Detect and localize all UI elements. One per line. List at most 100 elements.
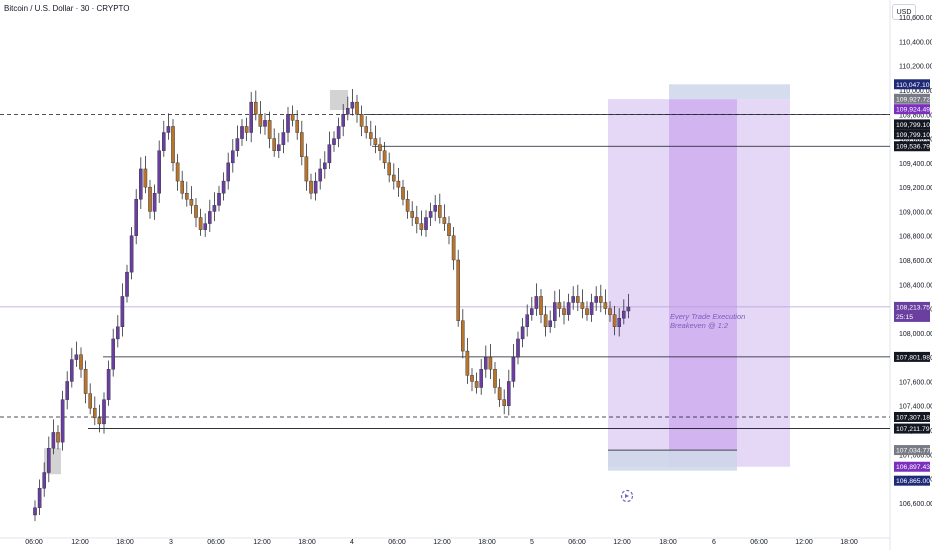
candle-body [51,432,56,449]
highlight-box-top [330,90,348,110]
candle-body [171,126,175,164]
x-tick-label: 12:00 [613,539,631,546]
candle-body [217,193,221,206]
candle-body [576,296,580,303]
y-tick-label: 110,600.00 [899,15,932,22]
candle-body [378,144,382,151]
x-tick-label: 18:00 [298,539,316,546]
candle-body [332,138,336,145]
candle-body [180,180,185,194]
candle-body [33,507,37,516]
candle-body [60,399,65,443]
candle-body [42,472,46,489]
candle-body [125,271,129,297]
candle-body [507,381,511,406]
candle-body [313,180,318,194]
candle-body [230,150,235,164]
price-label-box [894,79,930,90]
candle-body [488,356,493,370]
price-label-box [894,119,930,130]
price-label-countdown: 25:15 [896,314,913,321]
y-tick-label: 108,800.00 [899,234,932,241]
candle-body [599,296,603,303]
candle-body [148,186,152,212]
candle-body [235,138,240,151]
candle-body [286,114,290,133]
candle-body [157,150,162,194]
x-tick-label: 18:00 [116,539,134,546]
price-label: 106,865.00 [896,478,930,485]
candle-body [571,296,575,303]
candle-body [249,101,254,133]
candle-body [281,132,286,145]
price-label-box [894,411,930,422]
candle-body [56,432,60,443]
x-tick-label: 5 [530,539,534,546]
candle-body [447,223,451,236]
candle-body [212,205,217,212]
candle-body [405,199,410,212]
candle-body [74,354,79,360]
candle-body [438,205,442,218]
y-tick-label: 109,600.00 [899,137,932,144]
candle-body [451,235,456,261]
x-tick-label: 12:00 [253,539,271,546]
price-label: 109,799.10 [896,132,930,139]
price-label: 109,927.72 [896,96,930,103]
x-tick-label: 06:00 [388,539,406,546]
candle-body [608,308,612,315]
replay-icon[interactable] [620,489,634,503]
candle-body [106,369,111,400]
candle-body [502,399,507,406]
candle-body [359,114,364,127]
x-tick-label: 06:00 [207,539,225,546]
price-label-box [894,141,930,152]
y-tick-label: 109,000.00 [899,209,932,216]
candle-body [143,168,148,188]
candle-body [88,393,92,409]
candle-body [277,144,281,151]
price-label: 107,307.18 [896,414,930,421]
price-label: 109,799.10 [896,122,930,129]
candle-body [47,448,51,473]
candle-body [456,259,461,321]
candle-body [373,138,378,145]
candle-body [97,417,102,425]
candle-body [138,168,143,200]
price-label: 110,047.10 [896,82,930,89]
candle-body [566,302,571,315]
candle-body [346,108,350,115]
candle-body [327,144,332,164]
position-zone-inner [669,99,737,467]
y-tick-label: 110,000.00 [899,88,932,95]
candle-body [442,217,447,224]
candle-body [626,306,631,312]
candle-body [493,369,497,388]
price-label: 109,536.79 [896,144,930,151]
candle-body [295,120,300,133]
candle-body [65,381,69,400]
y-tick-label: 110,400.00 [899,39,932,46]
candle-body [244,126,249,133]
candle-body [530,308,534,315]
candle-body [203,223,208,230]
y-tick-label: 107,400.00 [899,404,932,411]
price-label-box [894,445,930,456]
candle-body [129,235,134,273]
candle-body [539,296,543,315]
candle-body [364,126,369,133]
price-label-box [894,475,930,486]
candle-body [424,217,428,230]
price-label-box [894,461,930,472]
y-tick-label: 109,200.00 [899,185,932,192]
position-note-line1: Every Trade Execution [670,312,746,321]
currency-selector[interactable]: USD [892,4,916,20]
candle-body [240,126,244,139]
x-tick-label: 3 [169,539,173,546]
price-label: 107,801.98 [896,354,930,361]
candle-body [410,211,415,218]
candle-body [474,381,479,388]
candle-body [253,101,258,115]
x-tick-label: 6 [712,539,716,546]
